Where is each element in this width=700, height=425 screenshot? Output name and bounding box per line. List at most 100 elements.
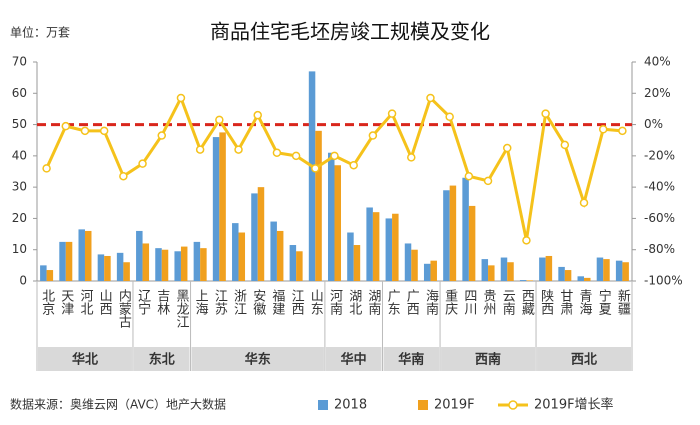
bar	[200, 248, 207, 281]
line-marker	[138, 159, 147, 168]
line-marker	[368, 131, 378, 140]
x-tick-label: 贵州	[481, 289, 497, 315]
bar	[334, 165, 341, 281]
line-marker	[502, 143, 512, 153]
bar	[392, 213, 399, 281]
bar	[270, 221, 277, 281]
x-tick-label: 海南	[423, 289, 439, 315]
line-marker	[407, 153, 416, 162]
y-tick-label: 40	[12, 148, 27, 162]
y2-tick-label: -80%	[644, 242, 675, 256]
bar	[481, 259, 489, 281]
y-tick-label: 30	[12, 180, 27, 194]
bar	[116, 252, 124, 281]
bar	[615, 260, 623, 281]
bar	[449, 185, 457, 281]
group-band	[38, 347, 132, 371]
bar	[308, 71, 316, 281]
x-tick-label: 吉林	[154, 289, 170, 315]
group-label: 东北	[149, 352, 175, 368]
x-tick-label: 河南	[327, 289, 343, 315]
bar	[251, 193, 258, 281]
bar	[404, 243, 412, 281]
y2-tick-label: 40%	[644, 55, 671, 69]
bar	[257, 187, 265, 281]
bar	[353, 245, 361, 281]
line-marker	[311, 164, 320, 173]
bar	[564, 270, 572, 281]
x-tick-label: 北京	[39, 289, 55, 315]
line-marker	[272, 148, 282, 157]
x-tick-label: 天津	[58, 289, 74, 315]
group-band	[325, 347, 382, 371]
bar	[161, 249, 169, 281]
legend-label: 2018	[334, 398, 367, 413]
x-tick-label: 山西	[97, 289, 113, 315]
x-tick-label: 青海	[577, 289, 593, 315]
line-marker	[42, 164, 51, 173]
line-marker	[522, 236, 531, 245]
group-label: 华南	[398, 352, 424, 368]
y-tick-label: 60	[12, 86, 27, 100]
chart-title: 商品住宅毛坯房竣工规模及变化	[210, 20, 490, 44]
x-tick-label: 安徽	[250, 289, 266, 315]
bar	[46, 270, 54, 281]
line-marker	[80, 126, 90, 136]
group-label: 华北	[72, 352, 98, 368]
legend-label: 2019F增长率	[534, 397, 614, 413]
y-tick-label: 50	[12, 117, 27, 131]
line-marker	[579, 198, 589, 208]
line-marker	[291, 151, 301, 161]
group-band	[537, 347, 631, 371]
bar	[596, 257, 604, 281]
x-tick-label: 河北	[77, 289, 93, 316]
legend-label: 2019F	[434, 398, 475, 413]
bar	[545, 255, 553, 281]
bar	[219, 132, 226, 281]
group-label: 华中	[341, 352, 367, 368]
y-tick-label: 0	[19, 274, 27, 288]
line-marker	[195, 145, 205, 154]
source-note: 数据来源：奥维云网（AVC）地产大数据	[10, 397, 226, 412]
x-tick-label: 黑龙江	[173, 289, 189, 328]
line-marker	[234, 145, 243, 154]
line-marker	[618, 126, 627, 136]
bar	[500, 257, 508, 281]
bar	[212, 137, 220, 281]
line-marker	[215, 115, 224, 125]
y-tick-label: 70	[12, 55, 27, 69]
bar	[104, 255, 111, 281]
x-tick-label: 广东	[385, 289, 401, 315]
line-marker	[253, 110, 262, 120]
bar	[123, 262, 130, 281]
x-tick-label: 上海	[193, 289, 209, 315]
line-marker	[61, 121, 71, 131]
line-marker	[464, 171, 474, 181]
line-marker	[119, 171, 128, 181]
bar	[430, 260, 437, 281]
x-tick-label: 陕西	[538, 289, 554, 315]
group-label: 华东	[245, 352, 271, 368]
bar	[584, 277, 591, 281]
bar	[174, 251, 181, 281]
x-tick-label: 西藏	[519, 289, 535, 315]
line-marker	[176, 93, 186, 103]
x-tick-label: 山东	[308, 289, 324, 315]
bar	[232, 223, 239, 281]
line-marker	[598, 125, 608, 134]
y2-tick-label: 20%	[644, 86, 671, 100]
legend-swatch	[418, 400, 428, 410]
bar	[411, 249, 418, 281]
bar	[155, 248, 162, 281]
bar	[59, 241, 66, 281]
bar	[276, 230, 284, 281]
bar	[315, 130, 322, 281]
bar	[372, 212, 380, 281]
line-marker	[445, 112, 454, 121]
x-tick-label: 重庆	[442, 288, 458, 315]
x-tick-label: 甘肃	[557, 289, 573, 315]
unit-label: 单位：万套	[10, 25, 70, 40]
bar	[488, 265, 495, 281]
y2-tick-label: -20%	[644, 148, 675, 162]
